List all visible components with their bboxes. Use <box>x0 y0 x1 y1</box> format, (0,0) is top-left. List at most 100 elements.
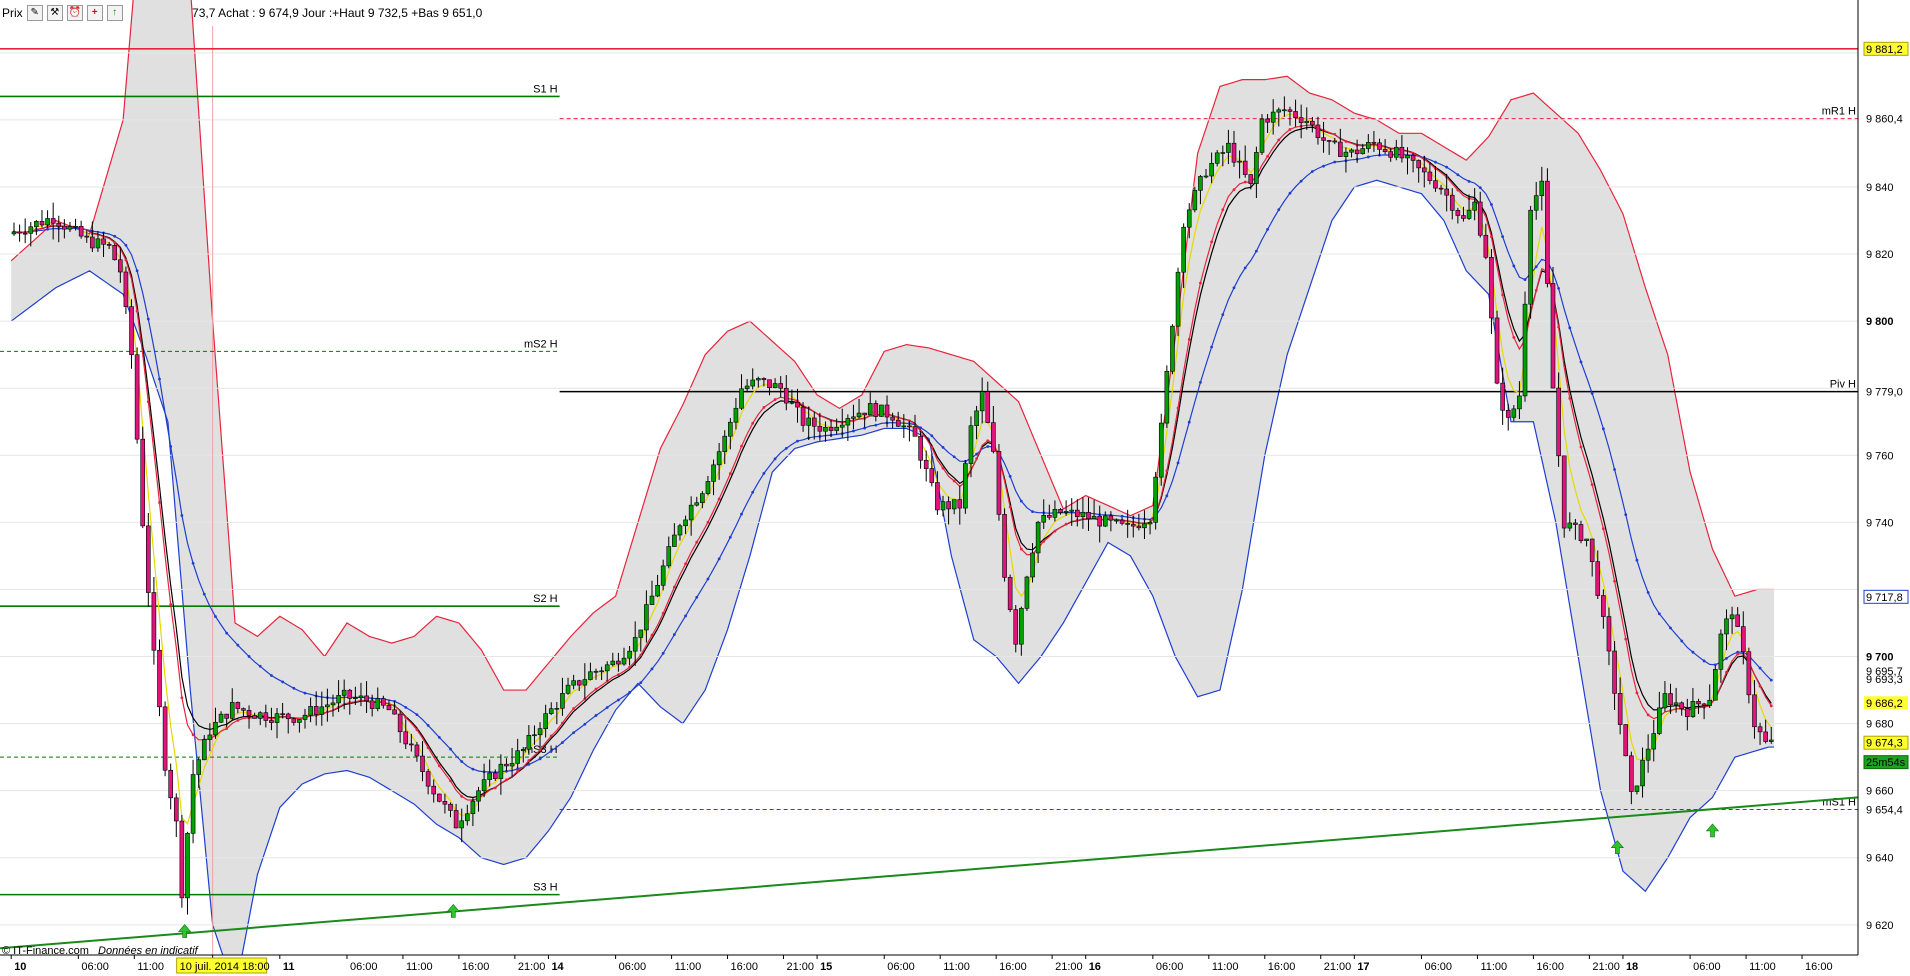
candle-body <box>241 708 246 711</box>
candle-body <box>129 306 134 356</box>
candle-body <box>901 425 907 428</box>
candle-body <box>951 499 957 510</box>
ma-red-dot <box>1277 138 1281 142</box>
candle-body <box>459 820 465 829</box>
ma-blue-dot <box>773 457 777 461</box>
x-tick-label: 10 juil. 2014 18:00 <box>180 961 270 973</box>
candle-body <box>515 750 520 764</box>
candle-body <box>1287 109 1293 112</box>
ma-blue-dot <box>1243 266 1247 270</box>
candle-body <box>1366 142 1371 149</box>
ma-blue-dot <box>1624 513 1628 517</box>
ma-red-dot <box>1199 281 1202 285</box>
candle-body <box>1701 703 1707 706</box>
candle-body <box>1477 201 1483 236</box>
candle-body <box>716 451 722 466</box>
ma-red-dot <box>1210 240 1214 244</box>
candle-body <box>1511 408 1517 418</box>
ma-red-dot <box>1568 396 1572 400</box>
x-tick-label: 06:00 <box>81 961 109 973</box>
candle-body <box>1489 257 1494 319</box>
x-tick-label: 11 <box>283 961 295 973</box>
candle-body <box>246 710 252 716</box>
ma-red-dot <box>1557 325 1560 329</box>
candle-body <box>1522 303 1528 397</box>
tools-icon[interactable]: ⚒ <box>46 5 63 21</box>
candle-body <box>375 698 381 709</box>
candle-body <box>1584 538 1589 541</box>
ma-blue-dot <box>303 691 307 695</box>
ma-blue-dot <box>460 760 464 763</box>
candle-body <box>106 243 112 246</box>
x-tick-label: 16:00 <box>1536 961 1564 973</box>
candle-body <box>50 218 56 224</box>
level-label: S1 H <box>533 83 558 95</box>
candle-body <box>504 763 509 767</box>
signal-arrow-icon <box>446 903 460 918</box>
ma-red-dot <box>617 673 620 677</box>
ma-blue-dot <box>1221 313 1225 317</box>
candle-body <box>448 803 453 811</box>
ma-blue-dot <box>1031 510 1034 514</box>
draw-tool-icon[interactable]: ✎ <box>26 5 43 21</box>
candle-body <box>409 743 414 746</box>
add-icon[interactable]: + <box>86 5 103 21</box>
candle-body <box>162 706 168 771</box>
candle-body <box>425 771 431 787</box>
candle-body <box>1606 616 1612 652</box>
ma-red-dot <box>728 472 732 475</box>
candle-body <box>1679 702 1685 709</box>
ma-red-dot <box>437 764 441 768</box>
candle-body <box>1248 174 1254 184</box>
candle-body <box>895 419 901 427</box>
ma-blue-dot <box>1176 461 1180 465</box>
y-tick-label: 9 740 <box>1866 517 1894 529</box>
price-tag-box <box>1863 589 1909 604</box>
price-tag-label: 9 695,7 <box>1866 666 1903 678</box>
ma-blue-dot <box>784 446 788 450</box>
candle-body <box>437 793 442 802</box>
ma-blue-dot <box>281 680 285 684</box>
ma-blue-dot <box>247 655 251 658</box>
ma-blue-dot <box>449 747 452 751</box>
x-tick-label: 16:00 <box>999 961 1027 973</box>
ma-blue-dot <box>672 633 676 636</box>
candle-body <box>157 649 162 708</box>
candle-body <box>17 231 22 234</box>
candle-body <box>1388 151 1394 158</box>
candle-body <box>481 779 487 792</box>
candle-body <box>923 459 929 469</box>
x-tick-label: 10 <box>14 961 26 973</box>
candle-body <box>1528 209 1533 305</box>
candle-body <box>839 424 845 428</box>
ma-blue-dot <box>572 731 576 735</box>
candle-body <box>118 259 123 273</box>
candle-body <box>957 499 963 509</box>
candle-body <box>1209 162 1214 177</box>
candle-body <box>862 412 867 416</box>
candle-body <box>1629 755 1634 792</box>
candle-body <box>1768 739 1774 742</box>
candle-body <box>1125 523 1130 525</box>
ma-blue-dot <box>146 317 150 321</box>
ma-blue-dot <box>751 490 755 494</box>
candle-body <box>1433 180 1438 189</box>
candle-body <box>146 525 151 593</box>
export-icon[interactable]: ↑ <box>106 5 123 21</box>
ma-red-dot <box>460 794 464 798</box>
ma-blue-dot <box>1713 663 1717 667</box>
candle-body <box>263 712 269 721</box>
candle-body <box>1640 759 1645 787</box>
candle-body <box>571 680 576 686</box>
x-tick-label: 21:00 <box>786 961 814 973</box>
alarm-icon[interactable]: ⏰ <box>66 5 83 21</box>
candle-body <box>1315 124 1321 139</box>
ma-blue-dot <box>695 595 699 599</box>
ma-red-dot <box>628 665 631 669</box>
candle-body <box>201 739 207 761</box>
candle-body <box>996 451 1002 515</box>
candle-body <box>470 800 476 815</box>
candle-body <box>767 379 772 389</box>
candle-body <box>1075 509 1080 518</box>
